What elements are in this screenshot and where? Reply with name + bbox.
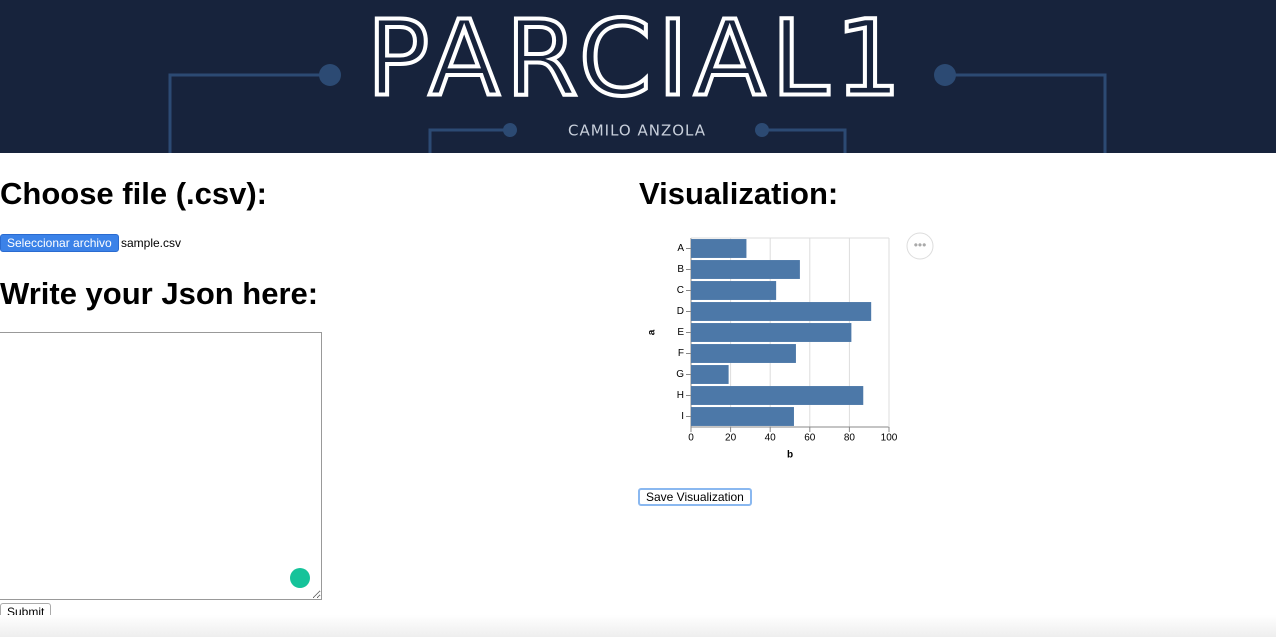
bar <box>691 365 729 384</box>
grammarly-icon[interactable] <box>290 568 310 588</box>
y-tick-label: B <box>677 264 684 275</box>
actions-dots: ••• <box>914 238 927 252</box>
bar <box>691 260 800 279</box>
y-tick-label: E <box>677 327 684 338</box>
x-tick-label: 100 <box>881 433 898 444</box>
site-title: PARCIAL1 <box>367 0 908 119</box>
x-tick-label: 20 <box>725 433 737 444</box>
y-tick-label: A <box>677 243 684 254</box>
json-heading: Write your Json here: <box>0 276 319 311</box>
y-tick-label: C <box>677 285 684 296</box>
bottom-fade <box>0 615 1276 637</box>
bar <box>691 386 864 405</box>
x-tick-label: 0 <box>688 433 694 444</box>
actions-menu[interactable] <box>906 232 934 260</box>
circuit-lines <box>168 73 1107 153</box>
y-tick-label: D <box>677 306 684 317</box>
json-textarea[interactable] <box>0 332 322 600</box>
y-tick-label: I <box>681 411 684 422</box>
bar <box>691 407 794 426</box>
file-heading: Choose file (.csv): <box>0 176 267 211</box>
y-tick-label: G <box>676 369 684 380</box>
x-tick-label: 40 <box>765 433 777 444</box>
x-tick-label: 60 <box>804 433 816 444</box>
y-tick-label: F <box>678 348 684 359</box>
y-axis-title: a <box>647 329 658 335</box>
x-axis-title: b <box>787 450 793 461</box>
file-name: sample.csv <box>121 236 182 250</box>
bar <box>691 344 796 363</box>
y-tick-label: H <box>677 390 684 401</box>
file-button[interactable]: Seleccionar archivo <box>0 234 119 252</box>
header-banner: PARCIAL1 CAMILO ANZOLA <box>0 0 1276 153</box>
x-tick-label: 80 <box>844 433 856 444</box>
bar <box>691 323 852 342</box>
save-button[interactable]: Save Visualization <box>638 488 752 506</box>
viz-heading: Visualization: <box>639 176 839 211</box>
site-subtitle: CAMILO ANZOLA <box>568 122 706 140</box>
circuit-nodes <box>319 64 956 137</box>
bar <box>691 281 777 300</box>
bar <box>691 302 872 321</box>
bar <box>691 239 747 258</box>
